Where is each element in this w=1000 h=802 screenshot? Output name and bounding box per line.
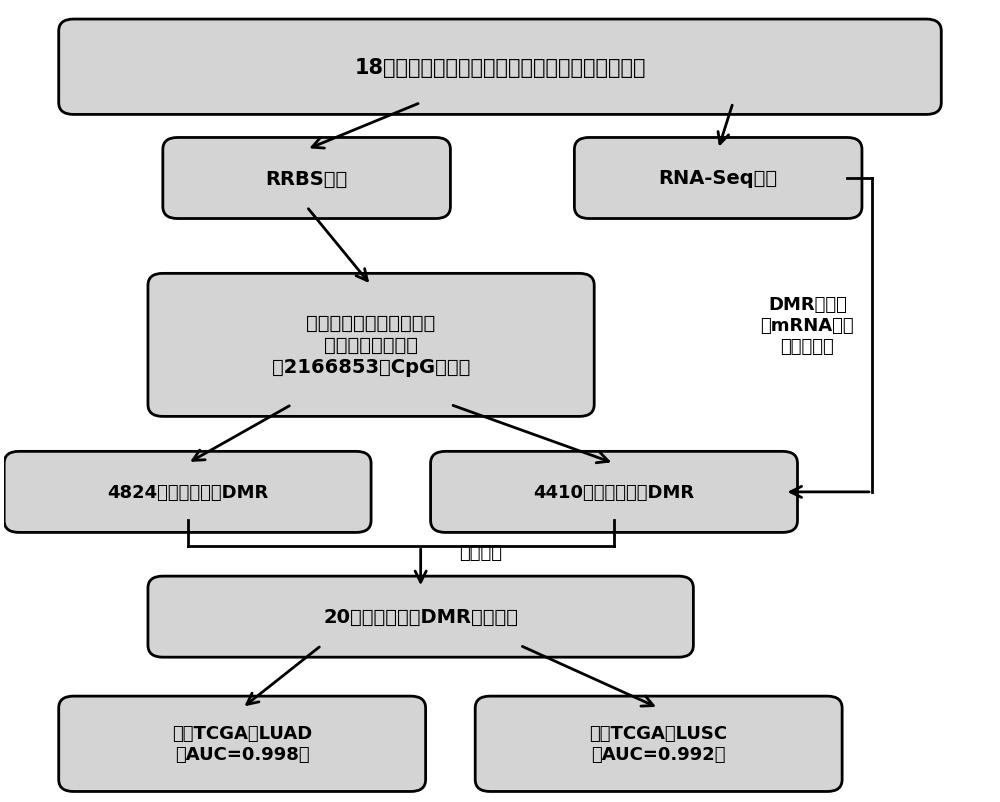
FancyBboxPatch shape [475,696,842,792]
Text: 诊断TCGA中LUSC
（AUC=0.992）: 诊断TCGA中LUSC （AUC=0.992） [590,724,728,764]
FancyBboxPatch shape [59,696,426,792]
FancyBboxPatch shape [59,20,941,115]
Text: 机器学习: 机器学习 [459,543,502,561]
FancyBboxPatch shape [574,138,862,219]
Text: 建立中国肺癌人群的全基
因组的甲基化图谱
（2166853个CpG位点）: 建立中国肺癌人群的全基 因组的甲基化图谱 （2166853个CpG位点） [272,314,470,377]
Text: 20个基因（含有DMR）的指纹: 20个基因（含有DMR）的指纹 [323,607,518,626]
Text: 4410个高甲基化的DMR: 4410个高甲基化的DMR [533,484,695,501]
FancyBboxPatch shape [163,138,450,219]
Text: RRBS测序: RRBS测序 [266,169,348,188]
Text: 诊断TCGA中LUAD
（AUC=0.998）: 诊断TCGA中LUAD （AUC=0.998） [172,724,312,764]
Text: 4824个低甲基化的DMR: 4824个低甲基化的DMR [107,484,268,501]
FancyBboxPatch shape [431,452,798,533]
FancyBboxPatch shape [4,452,371,533]
FancyBboxPatch shape [148,274,594,417]
Text: DMR甲基化
和mRNA水平
显著负相关: DMR甲基化 和mRNA水平 显著负相关 [761,296,854,355]
Text: 18个非小细胞肺癌病人（肿瘤和匹配的癌旁组织）: 18个非小细胞肺癌病人（肿瘤和匹配的癌旁组织） [354,58,646,78]
Text: RNA-Seq测序: RNA-Seq测序 [659,169,778,188]
FancyBboxPatch shape [148,577,693,658]
